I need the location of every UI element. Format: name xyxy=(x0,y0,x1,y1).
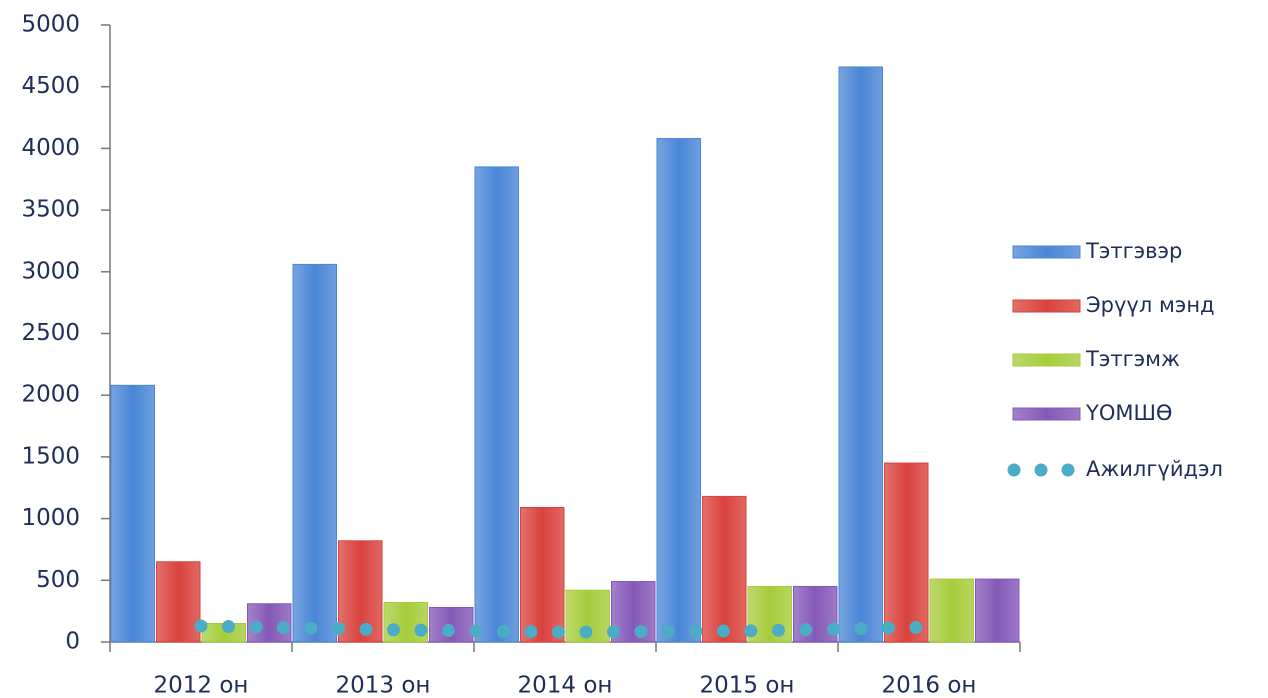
bar xyxy=(338,540,383,643)
legend-swatch xyxy=(1012,245,1081,259)
bar xyxy=(975,578,1020,643)
y-tick-label: 2000 xyxy=(21,382,80,408)
bar xyxy=(474,166,519,643)
legend-label: Эрүүл мэнд xyxy=(1086,293,1215,317)
legend-marker xyxy=(1034,463,1048,477)
legend-marker xyxy=(1007,463,1021,477)
line-series xyxy=(194,619,936,639)
bar xyxy=(110,384,155,643)
x-tick-label: 2016 он xyxy=(882,673,977,698)
x-tick-label: 2012 он xyxy=(154,673,249,698)
bar xyxy=(292,263,337,643)
legend-swatch xyxy=(1012,407,1081,421)
y-tick-label: 0 xyxy=(65,629,80,655)
legend-label: ҮОМШӨ xyxy=(1085,401,1172,425)
y-tick-label: 500 xyxy=(36,567,80,593)
bar xyxy=(156,561,201,643)
y-tick-label: 4000 xyxy=(21,135,80,161)
bar xyxy=(702,495,747,643)
legend-swatch xyxy=(1012,353,1081,367)
bar xyxy=(838,66,883,643)
bar xyxy=(520,506,565,643)
y-tick-label: 4500 xyxy=(21,73,80,99)
y-tick-label: 3500 xyxy=(21,197,80,223)
legend-label: Тэтгэмж xyxy=(1085,347,1180,371)
legend-label: Тэтгэвэр xyxy=(1085,239,1182,263)
bar xyxy=(611,581,656,643)
x-tick-label: 2014 он xyxy=(518,673,613,698)
y-tick-label: 1000 xyxy=(21,505,80,531)
bar xyxy=(929,578,974,643)
legend-label: Ажилгүйдэл xyxy=(1086,457,1223,481)
bar xyxy=(656,138,701,643)
legend-marker xyxy=(1061,463,1075,477)
y-tick-label: 5000 xyxy=(21,12,80,38)
bar xyxy=(884,462,929,643)
x-tick-label: 2013 он xyxy=(336,673,431,698)
y-tick-label: 3000 xyxy=(21,258,80,284)
legend-swatch xyxy=(1012,299,1081,313)
y-tick-label: 2500 xyxy=(21,320,80,346)
y-tick-label: 1500 xyxy=(21,443,80,469)
x-tick-label: 2015 он xyxy=(700,673,795,698)
